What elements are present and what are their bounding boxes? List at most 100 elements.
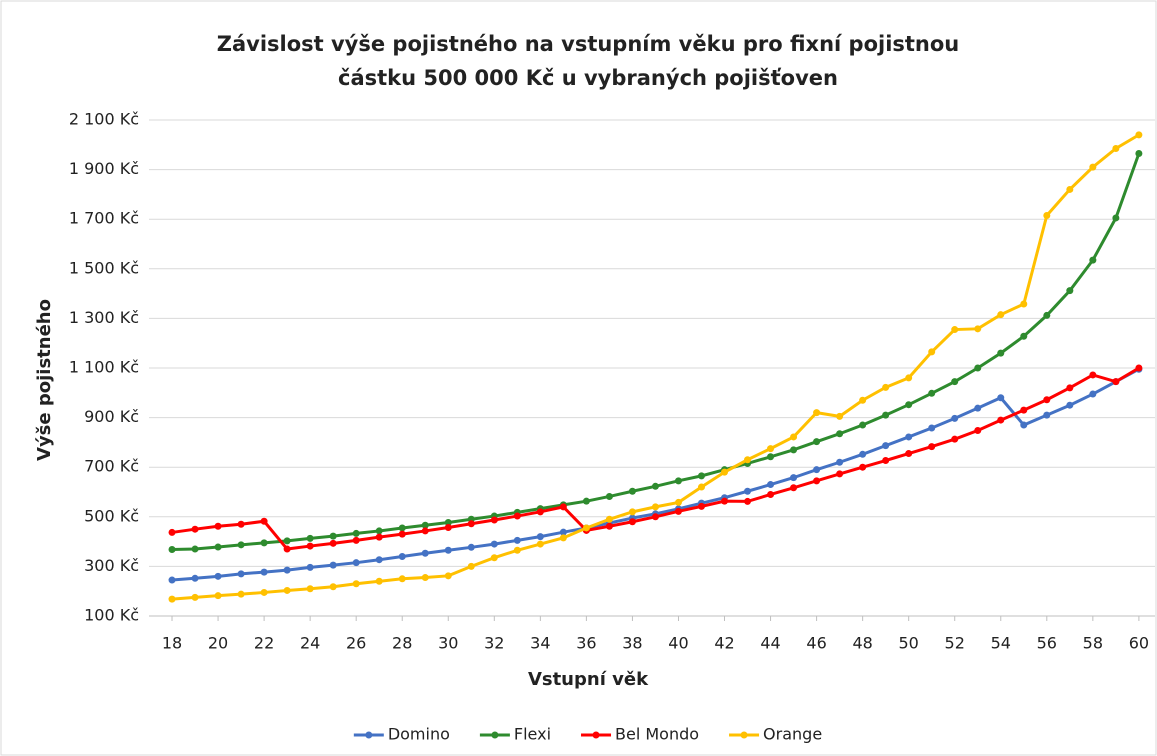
data-point (1043, 411, 1051, 419)
x-tick-label: 30 (438, 634, 458, 653)
data-point (697, 502, 705, 510)
data-point (882, 442, 890, 450)
x-tick-label: 20 (208, 634, 228, 653)
x-tick-label: 36 (576, 634, 596, 653)
data-point (605, 522, 613, 530)
data-point (559, 503, 567, 511)
data-point (168, 576, 176, 584)
data-point (859, 421, 867, 429)
x-tick-label: 24 (300, 634, 320, 653)
data-point (467, 520, 475, 528)
data-point (536, 508, 544, 516)
data-point (1066, 287, 1074, 295)
data-point (721, 468, 729, 476)
x-tick-label: 58 (1083, 634, 1103, 653)
data-point (237, 520, 245, 528)
data-point (628, 518, 636, 526)
chart-title: Závislost výše pojistného na vstupním vě… (217, 32, 960, 56)
data-point (997, 311, 1005, 319)
data-point (283, 537, 291, 545)
data-point (168, 528, 176, 536)
data-point (928, 443, 936, 451)
data-point (1066, 401, 1074, 409)
data-point (1112, 378, 1120, 386)
data-point (836, 458, 844, 466)
x-tick-label: 42 (714, 634, 734, 653)
data-point (836, 412, 844, 420)
data-point (1066, 384, 1074, 392)
x-tick-label: 48 (852, 634, 872, 653)
data-point (1020, 300, 1028, 308)
data-point (974, 364, 982, 372)
x-tick-label: 40 (668, 634, 688, 653)
data-point (375, 577, 383, 585)
x-tick-label: 46 (806, 634, 826, 653)
data-point (674, 477, 682, 485)
data-point (582, 497, 590, 505)
data-point (191, 525, 199, 533)
data-point (651, 513, 659, 521)
data-point (283, 586, 291, 594)
data-point (191, 574, 199, 582)
data-point (1043, 396, 1051, 404)
data-point (697, 472, 705, 480)
x-tick-label: 22 (254, 634, 274, 653)
legend-label: Orange (763, 725, 822, 744)
data-point (306, 563, 314, 571)
data-point (421, 521, 429, 529)
data-point (813, 477, 821, 485)
data-point (951, 326, 959, 334)
data-point (513, 536, 521, 544)
data-point (191, 593, 199, 601)
legend-label: Flexi (514, 725, 551, 744)
data-point (744, 456, 752, 464)
data-point (1043, 311, 1051, 319)
data-point (536, 540, 544, 548)
y-tick-label: 1 900 Kč (69, 159, 139, 178)
data-point (260, 517, 268, 525)
data-point (905, 450, 913, 458)
data-point (1020, 332, 1028, 340)
data-point (997, 416, 1005, 424)
data-point (951, 378, 959, 386)
data-point (214, 543, 222, 551)
data-point (1112, 214, 1120, 222)
data-point (697, 483, 705, 491)
legend-symbol (592, 731, 600, 739)
data-point (974, 404, 982, 412)
data-point (444, 572, 452, 580)
data-point (790, 433, 798, 441)
data-point (1089, 390, 1097, 398)
y-tick-label: 900 Kč (84, 407, 139, 426)
data-point (1043, 211, 1051, 219)
data-point (974, 325, 982, 333)
data-point (467, 543, 475, 551)
x-tick-label: 26 (346, 634, 366, 653)
data-point (882, 411, 890, 419)
data-point (352, 580, 360, 588)
y-tick-label: 1 300 Kč (69, 308, 139, 327)
data-point (905, 374, 913, 382)
data-point (352, 529, 360, 537)
data-point (375, 527, 383, 535)
data-point (237, 590, 245, 598)
data-point (237, 570, 245, 578)
data-point (421, 527, 429, 535)
legend-label: Bel Mondo (615, 725, 699, 744)
data-point (744, 487, 752, 495)
data-point (260, 588, 268, 596)
data-point (651, 503, 659, 511)
y-tick-label: 100 Kč (84, 606, 139, 625)
data-point (375, 533, 383, 541)
data-point (1135, 131, 1143, 139)
data-point (513, 546, 521, 554)
data-point (559, 534, 567, 542)
data-point (928, 348, 936, 356)
data-point (398, 552, 406, 560)
data-point (421, 549, 429, 557)
data-point (444, 546, 452, 554)
data-point (352, 559, 360, 567)
data-point (306, 534, 314, 542)
data-point (859, 396, 867, 404)
data-point (283, 545, 291, 553)
